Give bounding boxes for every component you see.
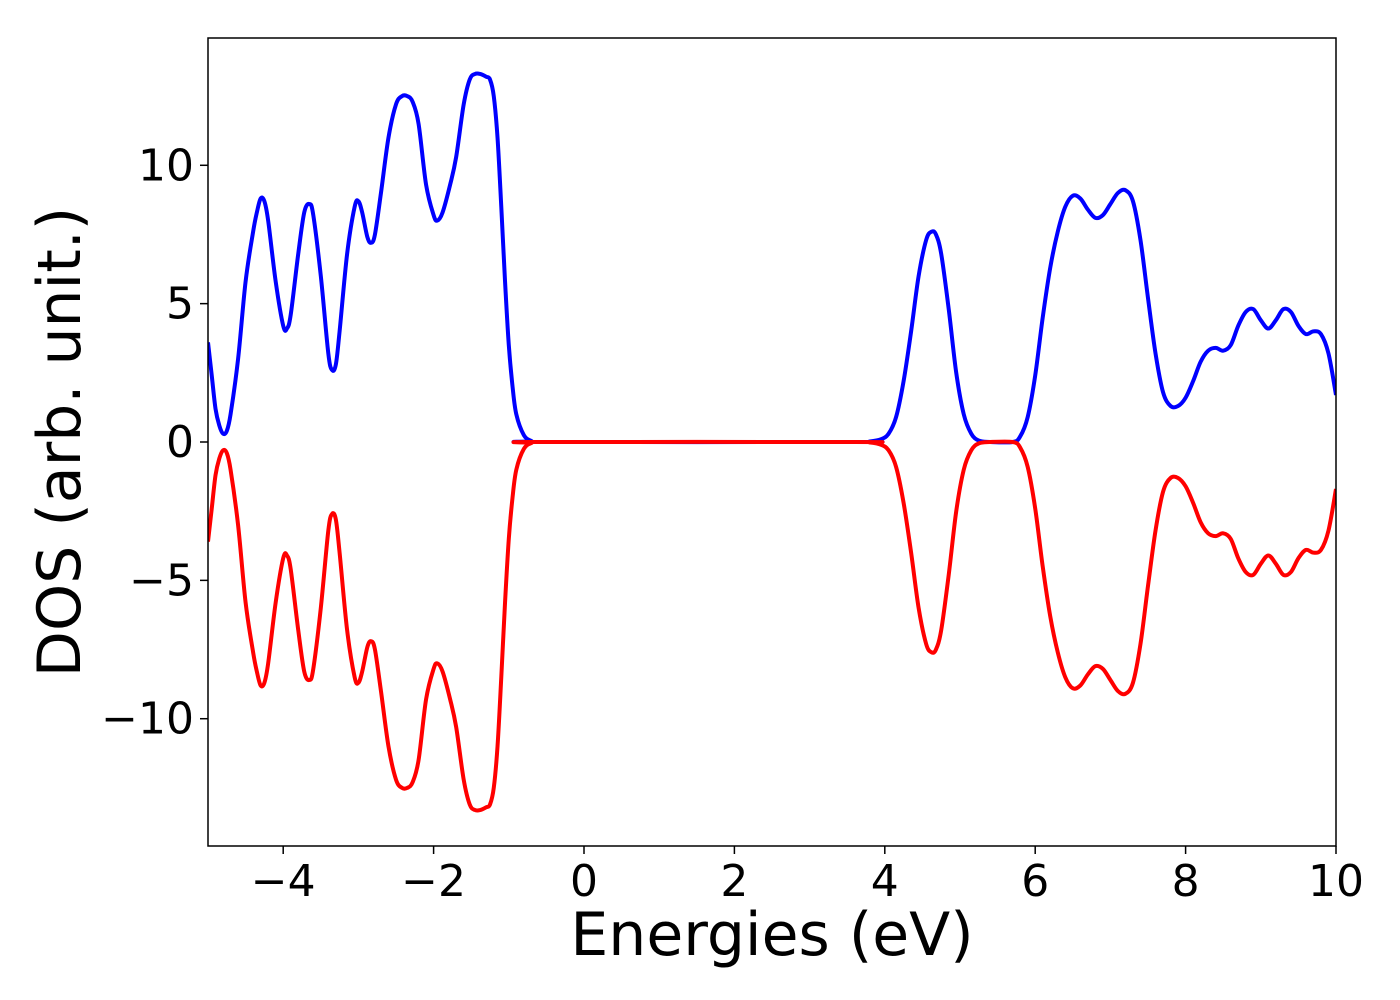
y-tick-label: 0 (166, 417, 194, 468)
y-axis: −10 −5 0 5 10 (101, 140, 208, 745)
x-tick-label: 8 (1172, 856, 1200, 907)
x-axis-label: Energies (eV) (570, 900, 973, 970)
y-tick-label: 10 (138, 140, 194, 191)
x-tick-label: −4 (251, 856, 316, 907)
y-tick-label: −5 (129, 555, 194, 606)
plot-area (208, 71, 1336, 813)
x-tick-label: 2 (720, 856, 748, 907)
y-tick-label: −10 (101, 694, 194, 745)
x-tick-label: 0 (570, 856, 598, 907)
x-axis: −4 −2 0 2 4 6 8 10 (251, 846, 1364, 907)
x-tick-label: −2 (401, 856, 466, 907)
x-tick-label: 6 (1021, 856, 1049, 907)
spin-down-dos-line (208, 439, 1336, 813)
x-tick-label: 10 (1308, 856, 1364, 907)
y-tick-label: 5 (166, 279, 194, 330)
y-axis-label: DOS (arb. unit.) (25, 207, 95, 677)
x-tick-label: 4 (871, 856, 899, 907)
